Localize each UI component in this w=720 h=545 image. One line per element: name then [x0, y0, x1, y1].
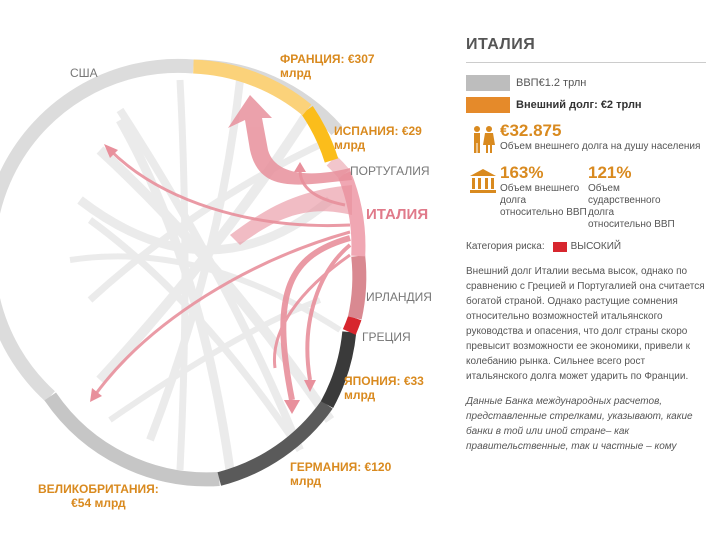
label-portugal: ПОРТУГАЛИЯ	[350, 164, 430, 178]
ring-uk	[44, 392, 220, 487]
label-italy: ИТАЛИЯ	[366, 206, 429, 223]
per-capita-value: €32.875	[500, 121, 562, 140]
label-spain-line2: млрд	[334, 138, 366, 152]
ring-usa	[0, 58, 194, 402]
ring-france	[193, 59, 312, 116]
flow-italy-france	[228, 95, 352, 185]
flow-italy-spain	[298, 169, 346, 207]
people-icon	[466, 121, 500, 155]
label-ireland: ИРЛАНДИЯ	[366, 290, 432, 304]
flow-italy-ireland	[272, 253, 351, 369]
state-debt-ratio-value: 121%	[588, 163, 632, 182]
description-paragraph: Внешний долг Италии весьма высок, однако…	[466, 266, 705, 382]
legend-debt-swatch	[466, 97, 510, 113]
title-divider	[466, 62, 706, 63]
risk-value: ВЫСОКИЙ	[570, 241, 622, 252]
label-france-line1: ФРАНЦИЯ: €307	[280, 52, 375, 66]
per-capita-caption: Объем внешнего долга на душу населения	[500, 141, 701, 152]
italy-thin-flows	[93, 148, 352, 401]
risk-category: Категория риска: ВЫСОКИЙ	[466, 241, 706, 252]
flow-italy-japan	[305, 243, 352, 381]
label-uk-line2: €54 млрд	[71, 496, 126, 510]
ratio-columns: 163% Объем внешнего долга относительно В…	[500, 163, 676, 231]
country-info-panel: ИТАЛИЯ ВВП€1.2 трлн Внешний долг: €2 трл…	[466, 36, 706, 454]
ring-ireland	[347, 255, 367, 320]
label-spain-line1: ИСПАНИЯ: €29	[334, 124, 422, 138]
ring-japan	[320, 331, 357, 408]
label-usa: США	[70, 66, 98, 80]
ring-spain	[301, 106, 339, 163]
italy-flows	[228, 95, 352, 245]
legend-gdp-swatch	[466, 75, 510, 91]
bank-icon	[466, 163, 500, 195]
label-france-line2: млрд	[280, 66, 312, 80]
external-debt-ratio: 163% Объем внешнего долга относительно В…	[500, 163, 588, 231]
label-spain: ИСПАНИЯ: €29 млрд	[334, 124, 422, 152]
ring-italy	[337, 171, 366, 257]
state-debt-ratio-caption: Объем сударственного долга относительно …	[588, 183, 675, 230]
external-debt-ratio-value: 163%	[500, 163, 544, 182]
legend-gdp-label: ВВП€1.2 трлн	[516, 77, 587, 89]
state-debt-ratio: 121% Объем сударственного долга относите…	[588, 163, 676, 231]
label-greece: ГРЕЦИЯ	[362, 330, 411, 344]
label-germany-line2: млрд	[290, 474, 322, 488]
ratio-stats: 163% Объем внешнего долга относительно В…	[466, 163, 706, 231]
external-debt-ratio-caption: Объем внешнего долга относительно ВВП	[500, 183, 587, 218]
label-japan-line1: ЯПОНИЯ: €33	[344, 374, 424, 388]
label-france: ФРАНЦИЯ: €307 млрд	[280, 52, 375, 80]
ring-germany	[217, 400, 333, 486]
flow-italy-uk	[93, 230, 351, 396]
risk-swatch	[552, 241, 567, 252]
legend-debt: Внешний долг: €2 трлн	[466, 97, 706, 113]
label-germany-line1: ГЕРМАНИЯ: €120	[290, 460, 392, 474]
label-japan: ЯПОНИЯ: €33 млрд	[344, 374, 424, 402]
flow-italy-left	[230, 185, 352, 245]
legend-gdp: ВВП€1.2 трлн	[466, 75, 706, 91]
background-flows	[69, 79, 342, 471]
arrow-uk	[90, 388, 102, 402]
panel-title: ИТАЛИЯ	[466, 36, 536, 53]
ring-greece	[342, 315, 362, 335]
arrow-spain	[294, 162, 306, 172]
flow-italy-germany	[280, 235, 351, 401]
arrow-japan	[304, 380, 316, 392]
debt-chord-diagram: США ФРАНЦИЯ: €307 млрд ИСПАНИЯ: €29 млрд…	[0, 52, 432, 510]
ring	[0, 58, 367, 487]
arrow-usa	[104, 144, 118, 158]
legend-debt-label: Внешний долг: €2 трлн	[516, 99, 642, 111]
label-uk-line1: ВЕЛИКОБРИТАНИЯ:	[38, 482, 159, 496]
label-germany: ГЕРМАНИЯ: €120 млрд	[290, 460, 391, 488]
label-japan-line2: млрд	[344, 388, 376, 402]
flow-italy-usa	[108, 148, 351, 228]
data-note: Данные Банка международных расчетов, пре…	[466, 396, 693, 452]
chord-svg	[0, 58, 367, 487]
arrow-heads	[90, 144, 316, 414]
label-uk: ВЕЛИКОБРИТАНИЯ: €54 млрд	[38, 482, 159, 510]
per-capita-stat: €32.875 Объем внешнего долга на душу нас…	[466, 121, 706, 155]
risk-label: Категория риска:	[466, 241, 545, 252]
arrow-germany	[284, 400, 300, 414]
